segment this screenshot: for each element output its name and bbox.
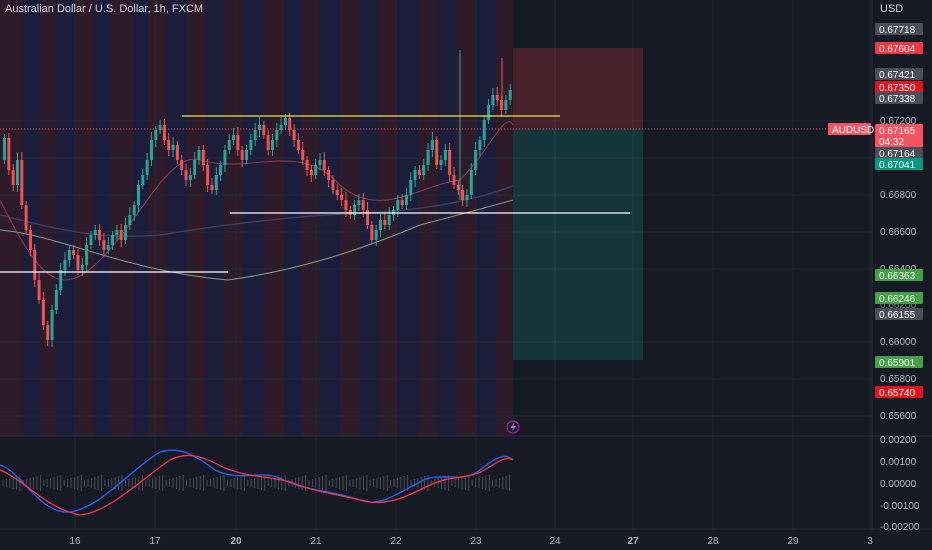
svg-text:0.67421: 0.67421 bbox=[879, 70, 916, 81]
osc-tick-label: 0.00200 bbox=[880, 435, 917, 446]
svg-text:0.66363: 0.66363 bbox=[879, 271, 916, 282]
osc-tick-label: -0.00200 bbox=[880, 522, 920, 533]
svg-text:04:32: 04:32 bbox=[879, 137, 904, 148]
price-badge: 0.66363 bbox=[875, 269, 923, 282]
oscillator-axis[interactable]: 0.00200 0.00100 0.00000 -0.00100 -0.00200 bbox=[880, 435, 920, 533]
symbol-title[interactable]: Australian Dollar / U.S. Dollar, 1h, FXC… bbox=[5, 3, 204, 15]
price-tick-label: 0.66000 bbox=[880, 337, 917, 348]
price-axis[interactable]: 0.672000.670000.668000.666000.664000.660… bbox=[875, 23, 923, 422]
svg-text:0.67350: 0.67350 bbox=[879, 83, 916, 94]
svg-text:0.67718: 0.67718 bbox=[879, 25, 916, 36]
time-tick-label: 27 bbox=[627, 536, 639, 547]
price-badge: 0.67338 bbox=[875, 92, 923, 105]
lightning-icon[interactable] bbox=[506, 420, 520, 434]
time-tick-label: 21 bbox=[310, 536, 322, 547]
time-tick-label: 16 bbox=[69, 536, 81, 547]
candlesticks bbox=[3, 50, 512, 347]
osc-tick-label: -0.00100 bbox=[880, 501, 920, 512]
svg-text:0.65740: 0.65740 bbox=[879, 388, 916, 399]
time-tick-label: 28 bbox=[707, 536, 719, 547]
price-badge: 0.65740 bbox=[875, 386, 923, 399]
price-badge: 04:32 bbox=[875, 135, 923, 148]
symbol-tag-text: AUDUSD bbox=[832, 125, 874, 136]
svg-text:0.67604: 0.67604 bbox=[879, 44, 916, 55]
time-tick-label: 24 bbox=[549, 536, 561, 547]
svg-text:0.67164: 0.67164 bbox=[879, 149, 916, 160]
price-badge: 0.67350 bbox=[875, 81, 923, 94]
time-tick-label: 17 bbox=[149, 536, 161, 547]
time-axis[interactable]: 16 17 20 21 22 23 24 27 28 29 3 bbox=[69, 536, 873, 547]
grid-lines bbox=[0, 0, 872, 530]
time-tick-label: 20 bbox=[230, 536, 242, 547]
osc-tick-label: 0.00100 bbox=[880, 457, 917, 468]
osc-tick-label: 0.00000 bbox=[880, 479, 917, 490]
price-tick-label: 0.67200 bbox=[880, 116, 917, 127]
price-badge: 0.67041 bbox=[875, 158, 923, 171]
stop-loss-zone[interactable] bbox=[513, 48, 643, 129]
price-badge: 0.67718 bbox=[875, 23, 923, 36]
svg-text:0.67165: 0.67165 bbox=[879, 126, 916, 137]
price-badge: 0.65901 bbox=[875, 356, 923, 369]
macd-oscillator bbox=[0, 449, 514, 516]
time-tick-label: 3 bbox=[867, 536, 873, 547]
session-bands bbox=[0, 0, 513, 436]
price-tick-label: 0.66600 bbox=[880, 227, 917, 238]
svg-text:0.65901: 0.65901 bbox=[879, 358, 916, 369]
price-badge: 0.67164 bbox=[875, 147, 923, 160]
svg-text:0.67338: 0.67338 bbox=[879, 94, 916, 105]
svg-text:0.66155: 0.66155 bbox=[879, 310, 916, 321]
price-badge: 0.66246 bbox=[875, 292, 923, 305]
currency-label[interactable]: USD bbox=[880, 3, 904, 15]
time-tick-label: 22 bbox=[390, 536, 402, 547]
time-tick-label: 29 bbox=[787, 536, 799, 547]
svg-text:0.67041: 0.67041 bbox=[879, 160, 916, 171]
symbol-price-tag: AUDUSD bbox=[828, 123, 874, 136]
price-badge: 0.66155 bbox=[875, 308, 923, 321]
price-badge: 0.67421 bbox=[875, 68, 923, 81]
price-tick-label: 0.66200 bbox=[880, 300, 917, 311]
price-tick-label: 0.65600 bbox=[880, 411, 917, 422]
price-tick-label: 0.66800 bbox=[880, 190, 917, 201]
svg-text:0.66246: 0.66246 bbox=[879, 294, 916, 305]
price-tick-label: 0.65800 bbox=[880, 374, 917, 385]
take-profit-zone[interactable] bbox=[513, 129, 643, 360]
price-badge: 0.67604 bbox=[875, 42, 923, 55]
price-badge: 0.67165 bbox=[875, 124, 923, 137]
time-tick-label: 23 bbox=[470, 536, 482, 547]
